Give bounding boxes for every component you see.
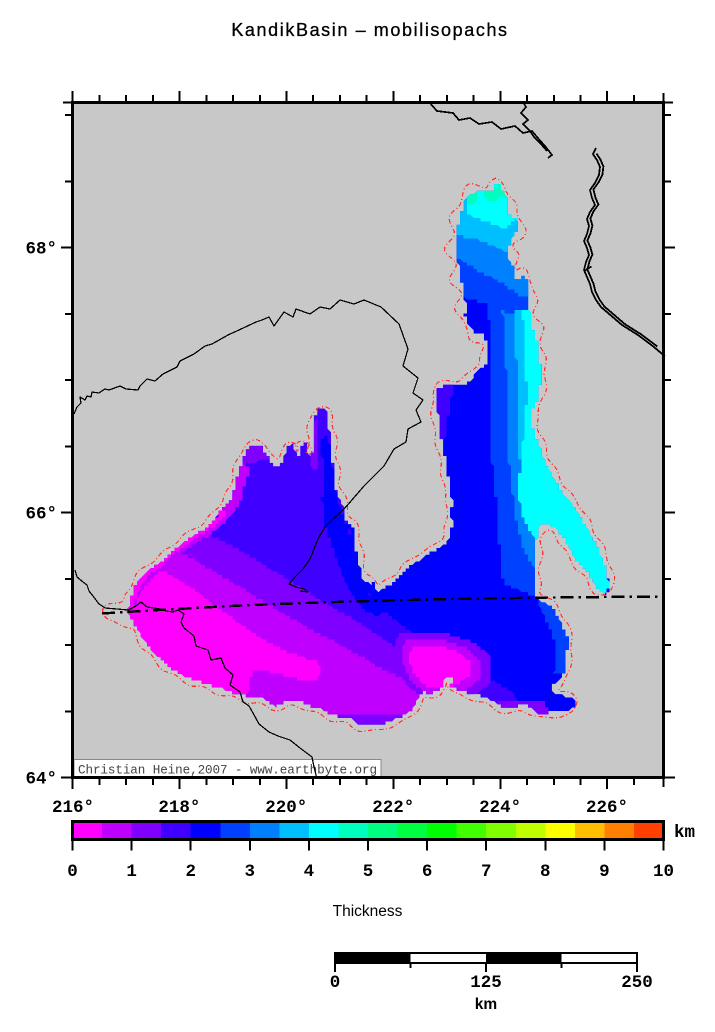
- svg-text:1: 1: [126, 862, 137, 882]
- svg-text:224°: 224°: [479, 798, 521, 818]
- svg-text:KandikBasin – mobilisopachs: KandikBasin – mobilisopachs: [231, 20, 508, 40]
- svg-text:64°: 64°: [25, 770, 57, 790]
- svg-text:2: 2: [185, 862, 196, 882]
- svg-text:9: 9: [599, 862, 610, 882]
- svg-text:216°: 216°: [52, 798, 94, 818]
- svg-text:3: 3: [245, 862, 256, 882]
- svg-text:125: 125: [470, 973, 502, 993]
- svg-text:0: 0: [330, 973, 341, 993]
- svg-text:8: 8: [540, 862, 551, 882]
- svg-text:0: 0: [67, 862, 78, 882]
- svg-text:220°: 220°: [265, 798, 307, 818]
- svg-text:68°: 68°: [25, 240, 57, 260]
- svg-text:6: 6: [422, 862, 433, 882]
- svg-text:226°: 226°: [586, 798, 628, 818]
- svg-text:Thickness: Thickness: [333, 903, 403, 920]
- svg-text:km: km: [475, 996, 497, 1013]
- svg-text:250: 250: [621, 973, 653, 993]
- svg-text:7: 7: [481, 862, 492, 882]
- svg-text:10: 10: [653, 862, 674, 882]
- svg-text:4: 4: [304, 862, 315, 882]
- svg-text:222°: 222°: [372, 798, 414, 818]
- svg-text:5: 5: [363, 862, 374, 882]
- svg-text:km: km: [674, 823, 695, 843]
- svg-text:66°: 66°: [25, 505, 57, 525]
- svg-text:Christian Heine,2007 - www.ear: Christian Heine,2007 - www.earthbyte.org: [78, 764, 377, 778]
- svg-text:218°: 218°: [158, 798, 200, 818]
